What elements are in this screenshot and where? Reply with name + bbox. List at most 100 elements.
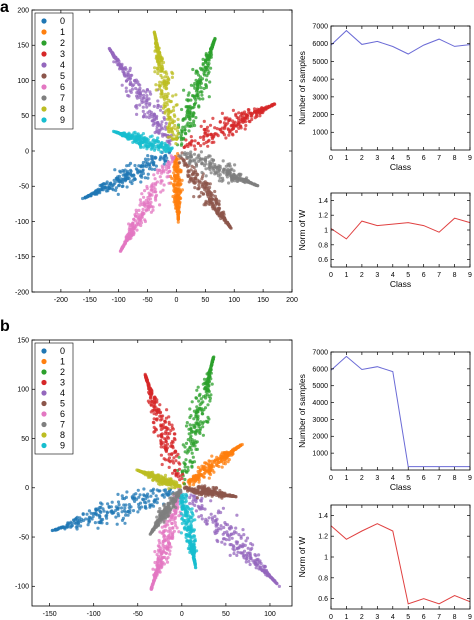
cluster-point: [175, 492, 179, 496]
b-scatter-xtick-label: 0: [180, 611, 184, 618]
cluster-point: [228, 553, 232, 558]
cluster-point: [206, 403, 210, 407]
cluster-point: [237, 172, 241, 176]
cluster-point: [163, 111, 167, 115]
cluster-point: [207, 370, 212, 375]
cluster-point: [124, 175, 128, 179]
cluster-point: [173, 193, 177, 197]
b-samples-background: [331, 352, 470, 470]
cluster-point: [156, 475, 160, 479]
cluster-point: [166, 436, 171, 440]
cluster-point: [165, 156, 169, 160]
cluster-point: [196, 178, 200, 182]
cluster-point: [163, 528, 167, 532]
a-norm-xtick-label: 5: [406, 272, 410, 279]
cluster-point: [157, 63, 161, 67]
cluster-point: [164, 121, 168, 125]
cluster-point: [138, 507, 142, 511]
cluster-point: [239, 124, 243, 128]
cluster-point: [137, 502, 141, 506]
b-scatter-ytick-label: 100: [17, 387, 29, 394]
cluster-point: [200, 185, 204, 189]
cluster-point: [124, 89, 128, 93]
cluster-point: [162, 520, 166, 524]
cluster-point: [189, 431, 193, 435]
cluster-6: [118, 154, 176, 253]
cluster-point: [201, 67, 205, 71]
cluster-point: [148, 109, 152, 113]
cluster-point: [105, 180, 109, 184]
legend-label-8: 8: [60, 104, 65, 114]
cluster-point: [171, 94, 175, 98]
cluster-point: [194, 164, 199, 168]
cluster-point: [221, 506, 225, 510]
cluster-point: [191, 494, 195, 498]
cluster-point: [193, 86, 197, 90]
cluster-point: [203, 491, 207, 495]
cluster-point: [191, 499, 195, 503]
legend-label-6: 6: [60, 409, 65, 419]
cluster-point: [130, 231, 134, 235]
cluster-point: [218, 120, 222, 124]
cluster-point: [152, 575, 157, 580]
cluster-point: [204, 78, 209, 82]
cluster-point: [271, 577, 275, 581]
cluster-point: [207, 166, 211, 170]
cluster-point: [188, 407, 192, 411]
panel-label-a: a: [0, 0, 9, 16]
cluster-point: [205, 488, 209, 492]
cluster-point: [114, 515, 118, 519]
cluster-point: [195, 69, 199, 73]
cluster-point: [154, 41, 158, 45]
cluster-point: [215, 201, 219, 205]
cluster-point: [179, 488, 183, 492]
cluster-point: [124, 86, 128, 90]
cluster-point: [253, 116, 257, 120]
cluster-point: [50, 528, 54, 533]
cluster-point: [200, 170, 204, 175]
cluster-point: [193, 81, 197, 86]
cluster-point: [159, 155, 163, 159]
cluster-point: [189, 536, 193, 541]
cluster-point: [159, 427, 163, 432]
cluster-point: [169, 545, 173, 549]
cluster-point: [138, 203, 142, 207]
legend-marker-1: [41, 358, 47, 365]
cluster-point: [133, 138, 137, 142]
cluster-8: [135, 468, 182, 491]
cluster-point: [192, 166, 196, 170]
cluster-point: [188, 487, 192, 491]
cluster-point: [156, 556, 160, 561]
cluster-point: [138, 103, 142, 107]
cluster-point: [159, 474, 163, 478]
cluster-point: [115, 522, 119, 526]
cluster-point: [158, 203, 162, 207]
a-scatter-chart: -200 -150 -100 -50 0 50 100 150 200-200-150-100-…: [15, 7, 298, 304]
cluster-point: [190, 464, 194, 468]
cluster-point: [160, 68, 164, 73]
cluster-point: [220, 179, 224, 183]
cluster-point: [174, 175, 179, 179]
b-scatter-xtick-label: -100: [87, 611, 101, 618]
cluster-point: [204, 162, 208, 166]
cluster-point: [113, 181, 117, 185]
cluster-point: [186, 174, 190, 178]
a-samples-ytick-label: 7000: [312, 23, 328, 30]
cluster-point: [236, 445, 241, 449]
cluster-point: [149, 403, 153, 407]
a-samples-series-line: [330, 29, 471, 55]
cluster-point: [216, 134, 220, 138]
cluster-point: [144, 102, 148, 106]
legend-label-9: 9: [60, 441, 65, 451]
cluster-point: [220, 492, 224, 496]
cluster-point: [127, 229, 131, 234]
cluster-point: [161, 60, 166, 65]
cluster-point: [192, 111, 196, 115]
cluster-point: [207, 476, 211, 480]
cluster-point: [114, 186, 118, 190]
cluster-point: [162, 495, 166, 499]
cluster-point: [151, 567, 155, 571]
b-samples-xtick-label: 5: [406, 475, 410, 482]
cluster-point: [183, 487, 187, 491]
